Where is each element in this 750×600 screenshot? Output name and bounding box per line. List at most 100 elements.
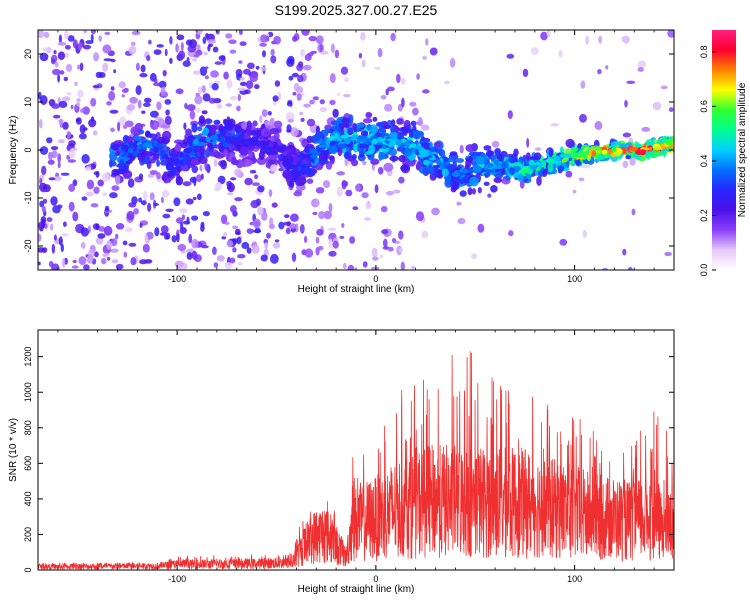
- spectrogram-cell: [68, 201, 75, 212]
- spectrogram-cell: [268, 141, 274, 148]
- spectrogram-cell: [252, 218, 261, 229]
- spectrogram-cell: [422, 142, 431, 148]
- spectrogram-cell: [629, 147, 639, 152]
- spectrogram-cell: [42, 47, 47, 52]
- spectrogram-cell: [591, 150, 596, 157]
- spectrogram-cell: [317, 245, 324, 251]
- spectrogram-cell: [290, 127, 299, 137]
- spectrogram-cell: [226, 240, 234, 248]
- spectrogram-cell: [297, 167, 302, 172]
- spectrogram-cell: [162, 171, 168, 181]
- spectrogram-cell: [195, 107, 201, 113]
- spectrogram-cell: [110, 58, 116, 63]
- spectrogram-cell: [608, 149, 612, 155]
- spectrogram-cell: [139, 222, 143, 228]
- spectrogram-cell: [75, 117, 82, 125]
- spectrogram-cell: [547, 162, 554, 173]
- spectrogram-cell: [330, 43, 335, 54]
- spectrogram-cell: [115, 263, 124, 270]
- spectrogram-cell: [175, 43, 179, 53]
- spectrogram-cell: [285, 227, 291, 235]
- spectrogram-cell: [484, 171, 491, 178]
- spectrogram-cell: [441, 168, 449, 177]
- spectrogram-cell: [377, 48, 383, 58]
- spectrogram-cell: [200, 221, 205, 228]
- spectrogram-cell: [38, 247, 45, 253]
- spectrogram-cell: [390, 125, 395, 134]
- spectrogram-cell: [304, 248, 314, 258]
- spectrogram-cell: [143, 142, 151, 147]
- spectrogram-cell: [225, 103, 232, 107]
- spectrogram-cell: [380, 129, 386, 139]
- spectrogram-cell: [377, 166, 384, 175]
- spectrogram-cell: [201, 245, 209, 249]
- spectrogram-cell: [459, 144, 464, 154]
- spectrogram-cell: [450, 186, 457, 193]
- spectrogram-cell: [164, 115, 172, 126]
- spectrogram-cell: [98, 226, 106, 232]
- spectrogram-cell: [361, 137, 368, 143]
- spectrogram-cell: [171, 235, 177, 243]
- spectrogram-cell: [303, 103, 311, 108]
- spectrogram-cell: [435, 164, 440, 169]
- spectrogram-cell: [580, 80, 586, 89]
- spectrogram-cell: [196, 142, 207, 147]
- spectrogram-cell: [449, 57, 456, 68]
- spectrogram-cell: [106, 101, 112, 106]
- spectrogram-cell: [370, 266, 380, 270]
- colorbar-tick-label: 0.4: [699, 155, 709, 168]
- spectrogram-cell: [468, 151, 479, 156]
- spectrogram-cell: [253, 84, 260, 90]
- spectrogram-cell: [514, 165, 521, 172]
- spectrogram-cell: [201, 85, 206, 94]
- spectrogram-cell: [301, 30, 310, 36]
- spectrogram-cell: [401, 149, 406, 155]
- spectrogram-cell: [598, 35, 603, 44]
- spectrogram-cell: [439, 149, 446, 158]
- spectrogram-cell: [184, 102, 188, 110]
- spectrogram-cell: [202, 93, 211, 102]
- spectrogram-cell: [38, 233, 42, 242]
- spectrogram-cell: [165, 146, 170, 156]
- spectrogram-cell: [396, 118, 404, 125]
- spectrogram-cell: [289, 223, 297, 230]
- spectrogram-cell: [262, 50, 266, 58]
- spectrogram-cell: [64, 44, 71, 50]
- spectrogram-cell: [315, 35, 324, 45]
- spectrogram-cell: [268, 223, 275, 229]
- spectrogram-cell: [203, 51, 208, 56]
- spectrogram-cell: [386, 138, 395, 142]
- snr-x-tick-label: 100: [567, 574, 582, 584]
- spectrogram-cell: [143, 190, 148, 201]
- spectrogram-cell: [416, 73, 420, 80]
- spectrogram-cell: [341, 180, 349, 187]
- spectrogram-cell: [299, 224, 305, 234]
- spectrogram-cell: [565, 138, 575, 148]
- spectrogram-cell: [312, 211, 318, 216]
- spectrogram-cell: [558, 50, 563, 58]
- spectrogram-cell: [133, 135, 142, 141]
- spectrogram-cell: [83, 264, 90, 270]
- spectrogram-cell: [160, 124, 171, 129]
- spectrogram-cell: [534, 147, 542, 151]
- spectrogram-cell: [50, 196, 58, 206]
- spectrogram-cell: [176, 34, 185, 41]
- spectrogram-cell: [144, 234, 149, 243]
- spectrogram-cell: [117, 167, 123, 173]
- spectrogram-cell: [455, 158, 465, 163]
- spectrogram-cell: [210, 134, 219, 141]
- spectrogram-cell: [602, 267, 608, 270]
- spectrogram-cell: [236, 236, 242, 245]
- spectrogram-cell: [216, 104, 223, 109]
- spectrogram-cell: [260, 34, 268, 43]
- spectrogram-cell: [318, 144, 327, 148]
- spectrogram-cell: [400, 164, 410, 172]
- spectrogram-cell: [259, 115, 263, 124]
- spectrogram-cell: [307, 157, 313, 162]
- spectrogram-cell: [214, 153, 225, 159]
- spectrogram-cell: [205, 136, 211, 143]
- spectrogram-cell: [131, 30, 141, 36]
- spectrogram-cell: [397, 127, 408, 132]
- spectrogram-cell: [246, 228, 254, 235]
- spectrogram-cell: [123, 124, 128, 129]
